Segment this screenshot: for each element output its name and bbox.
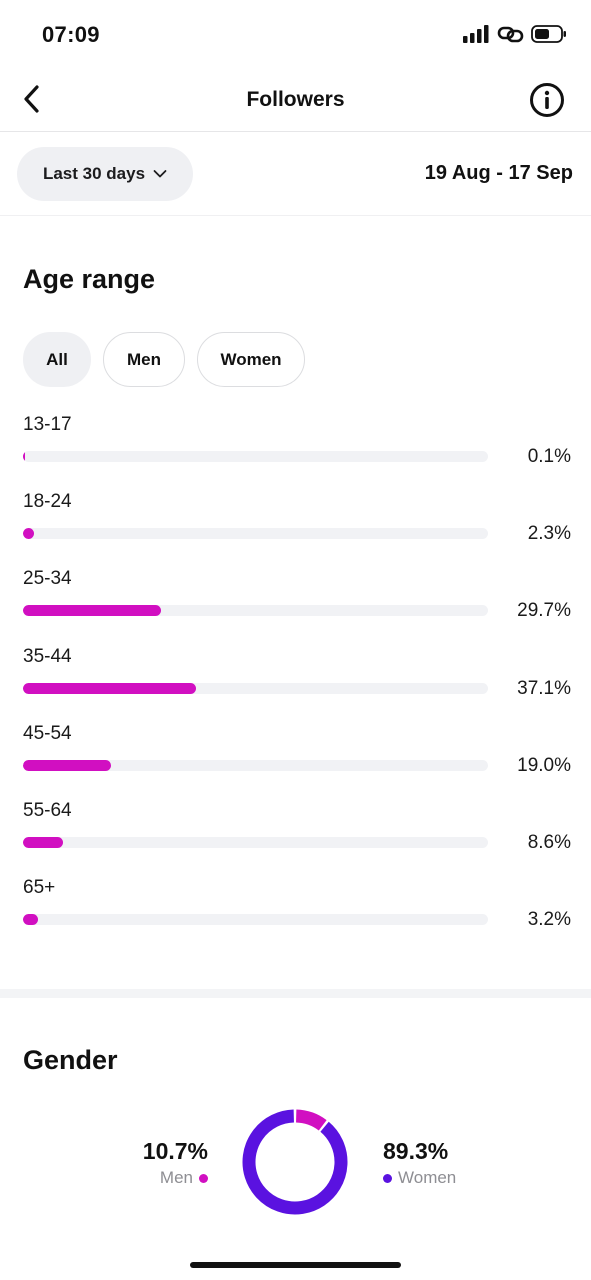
men-legend-label: Men bbox=[159, 1168, 193, 1187]
gender-women-stat: 89.3% Women bbox=[383, 1138, 456, 1188]
age-percent: 19.0% bbox=[517, 754, 571, 776]
age-bar-fill bbox=[23, 451, 25, 462]
age-range-title: Age range bbox=[23, 264, 156, 294]
filter-row: Last 30 days 19 Aug - 17 Sep bbox=[0, 132, 591, 216]
age-row: 45-54 19.0% bbox=[23, 721, 571, 798]
age-bar-track bbox=[23, 836, 488, 848]
gender-donut-chart bbox=[242, 1109, 348, 1215]
age-range-label: 65+ bbox=[23, 877, 56, 899]
status-bar: 07:09 bbox=[0, 0, 591, 66]
section-divider bbox=[0, 989, 591, 998]
age-range-label: 13-17 bbox=[23, 414, 72, 435]
age-bar-track bbox=[23, 605, 488, 617]
gender-men-stat: 10.7% Men bbox=[143, 1138, 208, 1188]
age-bar-track bbox=[23, 528, 488, 540]
men-percent: 10.7% bbox=[142, 1138, 208, 1164]
men-legend: Men bbox=[143, 1168, 208, 1188]
period-label: Last 30 days bbox=[42, 164, 146, 183]
age-range-label: 18-24 bbox=[23, 491, 72, 513]
age-range-label: 45-54 bbox=[23, 722, 72, 744]
age-range-list: 13-17 0.1% 18-24 2.3% 25-34 29.7% 35-44 37.1% 45… bbox=[23, 412, 571, 952]
men-legend-dot bbox=[199, 1173, 208, 1183]
age-row: 25-34 29.7% bbox=[23, 566, 571, 643]
age-bar-track bbox=[23, 759, 488, 771]
age-range-label: 25-34 bbox=[23, 568, 72, 590]
info-button[interactable] bbox=[529, 82, 565, 118]
home-indicator bbox=[190, 1262, 401, 1268]
age-percent: 8.6% bbox=[527, 831, 571, 853]
donut-segment-women bbox=[242, 1109, 348, 1215]
age-row: 18-24 2.3% bbox=[23, 489, 571, 566]
gender-filter-chips: All Men Women bbox=[23, 332, 305, 387]
status-time: 07:09 bbox=[42, 22, 100, 47]
age-row: 13-17 0.1% bbox=[23, 412, 571, 489]
age-bar-fill bbox=[23, 836, 63, 848]
back-button[interactable] bbox=[14, 82, 48, 116]
age-percent: 3.2% bbox=[527, 909, 571, 931]
women-legend-label: Women bbox=[398, 1168, 457, 1187]
age-bar-fill bbox=[23, 605, 162, 617]
page-title: Followers bbox=[246, 88, 345, 111]
age-range-label: 55-64 bbox=[23, 799, 72, 821]
age-bar-track bbox=[23, 682, 488, 694]
age-bar-fill bbox=[23, 528, 34, 540]
age-row: 35-44 37.1% bbox=[23, 644, 571, 721]
chip-all[interactable]: All bbox=[23, 332, 91, 387]
chip-men[interactable]: Men bbox=[103, 332, 185, 387]
battery-icon bbox=[531, 25, 566, 43]
age-percent: 2.3% bbox=[527, 523, 571, 545]
age-row: 65+ 3.2% bbox=[23, 875, 571, 952]
chevron-left-icon bbox=[24, 85, 39, 113]
age-percent: 0.1% bbox=[527, 446, 571, 467]
age-percent: 37.1% bbox=[517, 677, 571, 699]
gender-title: Gender bbox=[23, 1045, 118, 1075]
chip-women[interactable]: Women bbox=[197, 332, 305, 387]
age-range-label: 35-44 bbox=[23, 645, 72, 667]
women-percent: 89.3% bbox=[383, 1138, 449, 1164]
age-row: 55-64 8.6% bbox=[23, 798, 571, 875]
age-bar-fill bbox=[23, 759, 112, 771]
signal-icon bbox=[463, 25, 489, 43]
chevron-down-icon bbox=[153, 170, 167, 178]
status-icons bbox=[463, 24, 567, 44]
age-bar-fill bbox=[23, 914, 38, 926]
age-percent: 29.7% bbox=[517, 600, 571, 622]
link-icon bbox=[497, 26, 524, 43]
nav-header: Followers bbox=[0, 66, 591, 132]
info-icon bbox=[530, 83, 564, 117]
date-range: 19 Aug - 17 Sep bbox=[424, 162, 573, 184]
age-bar-track bbox=[23, 914, 488, 926]
age-bar-track bbox=[23, 451, 488, 462]
period-dropdown[interactable]: Last 30 days bbox=[17, 147, 193, 201]
age-bar-fill bbox=[23, 682, 196, 694]
women-legend: Women bbox=[383, 1168, 456, 1188]
women-legend-dot bbox=[383, 1173, 392, 1183]
donut-segment-men bbox=[295, 1109, 327, 1131]
